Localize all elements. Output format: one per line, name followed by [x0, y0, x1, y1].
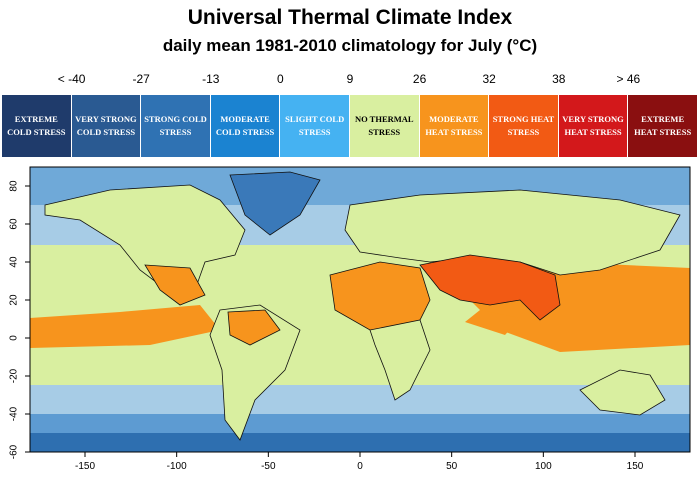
- x-tick-label: -100: [167, 461, 187, 472]
- legend-class: STRONG COLD STRESS: [141, 95, 211, 157]
- legend: EXTREME COLD STRESS VERY STRONG COLD STRE…: [2, 95, 698, 157]
- x-tick-label: -50: [261, 461, 276, 472]
- legend-class: VERY STRONG HEAT STRESS: [558, 95, 629, 157]
- x-tick-label: -150: [75, 461, 95, 472]
- y-tick-label: 20: [9, 294, 20, 306]
- y-tick-label: 40: [9, 256, 20, 268]
- title: Universal Thermal Climate Index: [187, 6, 513, 29]
- legend-class: MODERATE COLD STRESS: [210, 95, 281, 157]
- x-tick-label: 150: [627, 461, 644, 472]
- y-tick-label: -60: [9, 444, 20, 459]
- threshold-label: 38: [552, 72, 566, 86]
- legend-class: VERY STRONG COLD STRESS: [71, 95, 142, 157]
- x-tick-label: 50: [446, 461, 458, 472]
- legend-class: STRONG HEAT STRESS: [489, 95, 559, 157]
- threshold-label: 0: [277, 72, 284, 86]
- y-tick-label: -20: [9, 368, 20, 383]
- threshold-label: < -40: [57, 72, 86, 86]
- legend-class: EXTREME HEAT STRESS: [628, 95, 698, 157]
- y-tick-label: 80: [9, 180, 20, 192]
- threshold-label: 9: [346, 72, 354, 86]
- threshold-label: -13: [202, 72, 220, 86]
- map-image: [30, 167, 690, 452]
- y-tick-label: 60: [9, 218, 20, 230]
- threshold-label: 32: [482, 72, 496, 86]
- subtitle: daily mean 1981-2010 climatology for Jul…: [162, 36, 538, 55]
- legend-class: SLIGHT COLD STRESS: [280, 95, 350, 157]
- x-tick-label: 100: [535, 461, 552, 472]
- threshold-label: -27: [132, 72, 150, 86]
- y-tick-label: 0: [9, 335, 20, 341]
- legend-class: MODERATE HEAT STRESS: [419, 95, 490, 157]
- legend-class: EXTREME COLD STRESS: [2, 95, 72, 157]
- thresholds: < -40 -27 -13 0 9 26 32 38 > 46: [0, 72, 700, 90]
- threshold-label: 26: [412, 72, 427, 86]
- x-tick-label: 0: [357, 461, 363, 472]
- legend-class: NO THERMAL STRESS: [349, 95, 420, 157]
- threshold-label: > 46: [616, 72, 641, 86]
- y-tick-label: -40: [9, 406, 20, 421]
